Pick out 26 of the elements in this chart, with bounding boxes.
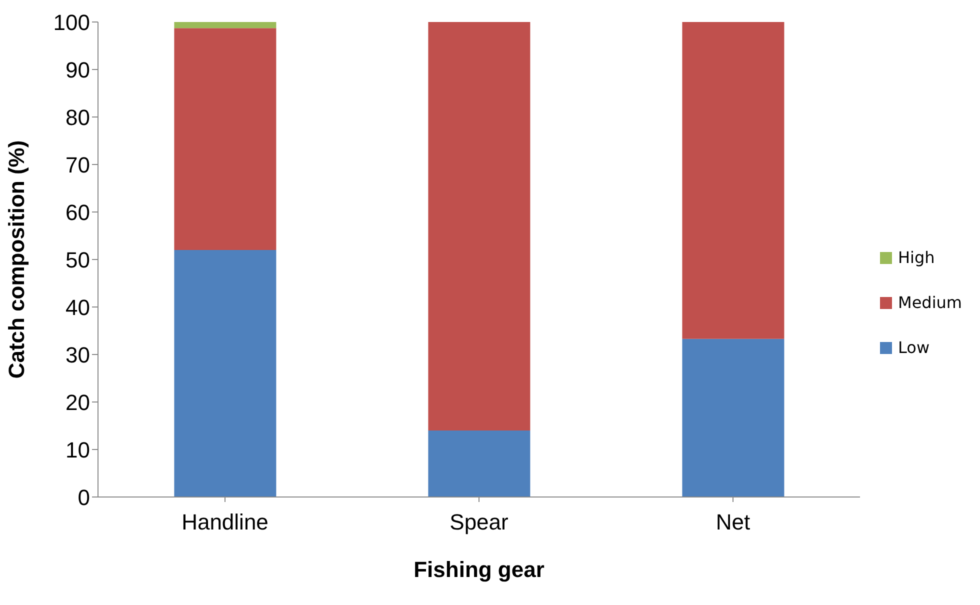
bar	[174, 28, 276, 250]
bar	[174, 22, 276, 28]
x-tick-label: Spear	[450, 510, 508, 535]
y-tick-label: 40	[66, 294, 90, 320]
y-tick-label: 60	[66, 200, 90, 225]
bar	[428, 22, 530, 430]
bar	[682, 338, 784, 497]
y-tick-label: 80	[66, 104, 90, 130]
y-tick-label: 50	[66, 247, 90, 272]
bar	[428, 430, 530, 497]
legend-label: Medium	[897, 293, 962, 312]
y-tick-label: 10	[66, 437, 90, 462]
y-axis-title: Catch composition (%)	[4, 140, 29, 379]
bar	[682, 22, 784, 339]
y-tick-label: 30	[66, 342, 90, 368]
x-tick-label: Net	[716, 510, 750, 535]
y-tick-label: 100	[53, 10, 90, 35]
y-tick-label: 70	[66, 152, 90, 178]
bar	[174, 250, 276, 497]
legend-label: Low	[897, 338, 931, 357]
x-tick-label: Handline	[182, 510, 268, 535]
y-tick-label: 20	[66, 390, 90, 415]
y-tick-label: 90	[66, 57, 90, 82]
y-tick-label: 0	[78, 484, 90, 510]
x-axis-title: Fishing gear	[414, 557, 545, 582]
legend-label: High	[897, 248, 936, 267]
